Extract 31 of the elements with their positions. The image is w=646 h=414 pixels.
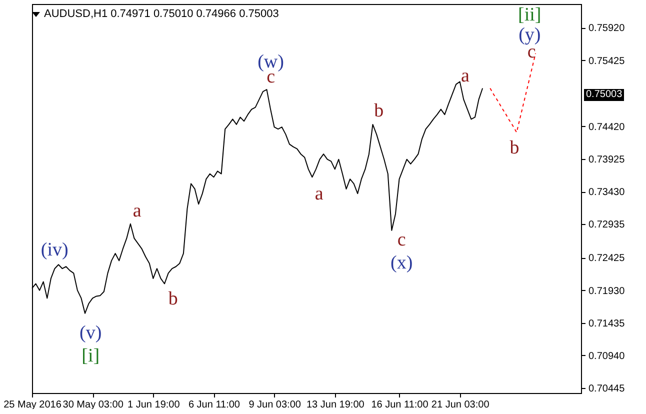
annotation: a [314,184,324,204]
chart-title: AUDUSD,H1 0.74971 0.75010 0.74966 0.75003 [44,8,279,20]
y-tick-label: 0.75425 [588,56,626,67]
annotation: b [168,288,178,310]
annotation: [i] [82,346,100,366]
annotation: (v) [80,322,102,344]
annotation: [ii] [518,4,542,26]
annotation: (iv) [40,240,68,260]
annotation: b [510,138,520,158]
y-tick-label: 0.73925 [588,154,626,166]
x-tick-label: 1 Jun 19:00 [128,400,180,410]
y-tick-label: 0.71930 [588,286,626,297]
annotation: a [460,66,470,86]
x-tick-label: 16 Jun 11:00 [371,400,429,410]
y-tick-label: 0.70445 [588,384,626,395]
annotation: a [132,200,142,222]
y-tick-label: 0.74420 [588,122,626,133]
y-tick-label: 0.73430 [588,187,626,198]
x-tick-label: 21 Jun 03:00 [431,400,490,410]
x-tick-label: 6 Jun 11:00 [188,400,240,410]
x-tick-label: 9 Jun 03:00 [248,400,302,410]
y-tick-label: 0.70940 [588,350,626,362]
x-tick-label: 13 Jun 19:00 [306,400,365,410]
y-tick-label: 0.75920 [588,23,626,34]
y-tick-label: 0.72425 [588,253,626,264]
annotation: (x) [390,252,413,274]
text: 0.75003 [584,89,624,101]
y-tick-label: 0.71435 [588,318,626,330]
y-tick-label: 0.72935 [588,220,626,231]
annotation: c [397,230,406,250]
annotation: b [374,100,384,122]
